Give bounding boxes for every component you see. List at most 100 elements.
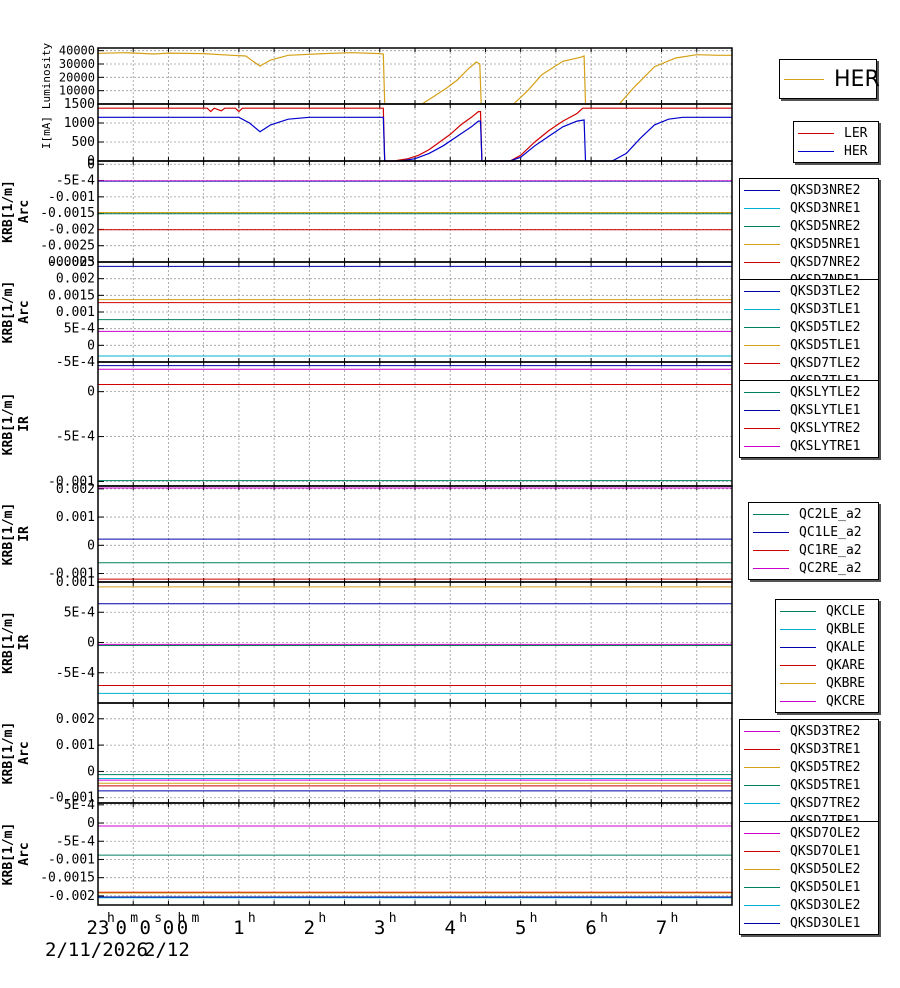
x-tick-label: 7 (656, 917, 667, 939)
legend-swatch (744, 243, 780, 245)
x-tick-unit: h (107, 911, 115, 926)
legend-entry: QKSD3TRE1 (744, 740, 874, 758)
y-axis-label: Arc (17, 741, 32, 764)
legend-label: LER (844, 125, 868, 141)
legend-entry: QKSLYTLE1 (744, 401, 874, 419)
y-tick-label: 1000 (64, 116, 95, 131)
legend-label: QKBLE (826, 621, 866, 637)
legend-swatch (798, 132, 834, 134)
x-tick-unit: h (671, 911, 679, 926)
y-axis-label: KRB[1/m] (1, 611, 16, 674)
y-tick-label: 0 (87, 538, 95, 553)
legend-swatch (780, 610, 816, 612)
legend-label: QKCLE (826, 603, 866, 619)
series-line-her (98, 116, 732, 162)
y-tick-label: 0.002 (56, 272, 95, 287)
legend-label: QC1RE_a2 (799, 542, 862, 558)
x-tick-label: 5 (515, 917, 526, 939)
legend-entry: HER (784, 62, 880, 96)
x-tick-label: 2 (304, 917, 315, 939)
y-tick-label: 40000 (59, 44, 95, 58)
legend-swatch (744, 766, 780, 768)
y-tick-label: 20000 (59, 70, 95, 84)
legend-ir3: QKCLE QKBLE QKALE QKARE QKBRE QKCRE (775, 599, 879, 713)
legend-swatch (744, 886, 780, 888)
legend-entry: QKSD5OLE1 (744, 878, 874, 896)
legend-label: QKSLYTRE1 (790, 438, 861, 454)
legend-entry: QKCRE (780, 692, 874, 710)
y-tick-label: 500 (72, 135, 95, 150)
legend-entry: QKSD7TLE2 (744, 354, 874, 372)
y-tick-label: -0.0015 (40, 206, 95, 221)
x-tick-unit: h (389, 911, 397, 926)
date-label-left: 2/11/2026 (45, 939, 148, 961)
y-axis-label: KRB[1/m] (1, 393, 16, 456)
legend-swatch (744, 868, 780, 870)
legend-entry: QKBLE (780, 620, 874, 638)
legend-swatch (744, 308, 780, 310)
legend-entry: QKARE (780, 656, 874, 674)
legend-ir2: QC2LE_a2 QC1LE_a2 QC1RE_a2 QC2RE_a2 (748, 502, 879, 580)
x-tick-unit: h (318, 911, 326, 926)
legend-arc2: QKSD3TLE2 QKSD3TLE1 QKSD5TLE2 QKSD5TLE1 QKSD… (739, 279, 879, 393)
y-tick-label: 10000 (59, 84, 95, 98)
legend-luminosity: HER (779, 59, 880, 99)
y-tick-label: 0 (87, 385, 95, 400)
legend-entry: QKSLYTLE2 (744, 383, 874, 401)
y-tick-label: 0 (87, 764, 95, 779)
legend-swatch (744, 290, 780, 292)
legend-label: QKARE (826, 657, 866, 673)
legend-swatch (744, 445, 780, 447)
y-tick-label: -0.002 (48, 889, 95, 904)
legend-entry: QC2LE_a2 (753, 505, 874, 523)
legend-arc4: QKSD7OLE2 QKSD7OLE1 QKSD5OLE2 QKSD5OLE1 QKSD… (739, 821, 879, 935)
legend-swatch (744, 344, 780, 346)
legend-swatch (744, 850, 780, 852)
legend-swatch (744, 748, 780, 750)
legend-entry: QKSD5TLE2 (744, 318, 874, 336)
legend-entry: LER (798, 124, 874, 142)
y-axis-label: Arc (17, 300, 32, 323)
y-tick-label: 0.002 (56, 712, 95, 727)
legend-entry: QKSD3TRE2 (744, 722, 874, 740)
legend-label: QKSD3TRE2 (790, 723, 861, 739)
legend-swatch (780, 682, 816, 684)
legend-entry: QKSD5TRE1 (744, 776, 874, 794)
y-tick-label: -5E-4 (56, 666, 95, 681)
y-tick-label: -0.001 (48, 852, 95, 867)
legend-swatch (744, 427, 780, 429)
y-tick-label: 0.001 (56, 575, 95, 590)
legend-label: QKSD5NRE2 (790, 218, 861, 234)
y-tick-label: 5E-4 (64, 798, 95, 813)
legend-swatch (744, 904, 780, 906)
legend-swatch (744, 832, 780, 834)
legend-label: QKSLYTLE2 (790, 384, 861, 400)
y-tick-label: 0.001 (56, 510, 95, 525)
legend-swatch (744, 409, 780, 411)
series-line-ler (98, 107, 732, 162)
legend-swatch (744, 784, 780, 786)
legend-label: QKSD3NRE1 (790, 200, 861, 216)
legend-label: QKSD5OLE2 (790, 861, 861, 877)
x-tick-unit: h (177, 911, 185, 926)
legend-swatch (780, 700, 816, 702)
legend-entry: QKSD3TLE1 (744, 300, 874, 318)
legend-entry: QKSD7NRE2 (744, 253, 874, 271)
legend-swatch (753, 513, 789, 515)
legend-entry: QKSD5OLE2 (744, 860, 874, 878)
y-axis-label: KRB[1/m] (1, 503, 16, 566)
legend-swatch (744, 261, 780, 263)
x-tick-label: 4 (444, 917, 455, 939)
legend-entry: QKALE (780, 638, 874, 656)
y-tick-label: -0.001 (48, 791, 95, 806)
legend-label: QKSLYTLE1 (790, 402, 861, 418)
y-axis-label: KRB[1/m] (1, 281, 16, 344)
legend-entry: HER (798, 142, 874, 160)
legend-entry: QC2RE_a2 (753, 559, 874, 577)
legend-swatch (753, 567, 789, 569)
legend-swatch (780, 628, 816, 630)
x-tick-label: 3 (374, 917, 385, 939)
y-axis-label: Luminosity (40, 43, 53, 110)
y-tick-label: -0.002 (48, 222, 95, 237)
